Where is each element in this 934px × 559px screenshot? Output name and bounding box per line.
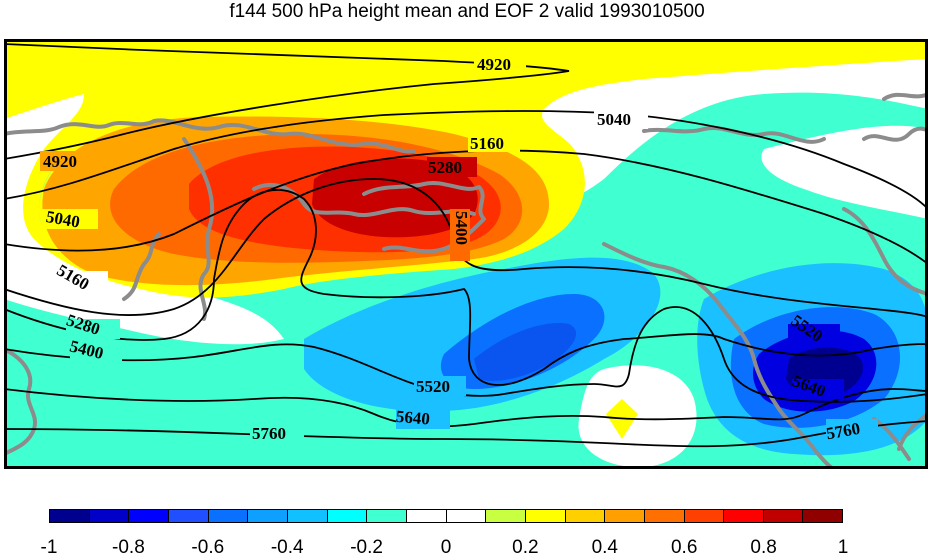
- colorbar-cell: [168, 510, 209, 522]
- colorbar-cell: [565, 510, 606, 522]
- coastline-northamerica-west: [602, 242, 836, 469]
- colorbar-cell: [367, 510, 407, 522]
- coastline-canada-north: [642, 126, 826, 144]
- coastline-japan: [4, 347, 38, 456]
- colorbar-cell: [486, 510, 526, 522]
- map-svg: 4920 4920 5040 5040 5160 5160 5280 5280 …: [4, 39, 928, 469]
- coastline-hudson: [842, 207, 928, 296]
- colorbar-tick-label: 1: [837, 537, 849, 558]
- contour-5040: [4, 110, 928, 210]
- colorbar-tick-label: 0.6: [670, 537, 698, 558]
- colorbar-cell: [406, 510, 447, 522]
- colorbar-tick-label: -0.4: [270, 537, 304, 558]
- colorbar-cell: [684, 510, 725, 522]
- colorbar-cell: [208, 510, 249, 522]
- contour-label-4920-top: 4920: [477, 55, 511, 74]
- colorbar-cell: [605, 510, 645, 522]
- colorbar-tick-label: 0.4: [591, 537, 619, 558]
- colorbar-cell: [644, 510, 685, 522]
- contour-label-5640-center: 5640: [395, 407, 431, 429]
- colorbar-cell: [724, 510, 764, 522]
- colorbar-cell: [89, 510, 130, 522]
- colorbar-cell: [248, 510, 288, 522]
- coastline-aleutians: [122, 232, 161, 301]
- colorbar-cell: [129, 510, 169, 522]
- colorbar-tick-label: 0: [440, 537, 452, 558]
- colorbar-cell: [525, 510, 566, 522]
- colorbar-tick-label: -0.6: [191, 537, 225, 558]
- contour-5640: [4, 388, 928, 428]
- height-contours: [4, 43, 928, 448]
- contour-label-5040-right: 5040: [597, 110, 631, 129]
- contour-label-4920-left: 4920: [43, 152, 77, 171]
- coastline-asia: [4, 118, 416, 154]
- fill-dark-red: [312, 158, 478, 238]
- contour-5400: [4, 189, 928, 386]
- contour-label-5280-center: 5280: [428, 158, 462, 177]
- fill-lime-edge: [39, 159, 59, 229]
- colorbar-cell: [763, 510, 804, 522]
- colorbar: [49, 509, 843, 523]
- map-plot: 4920 4920 5040 5040 5160 5160 5280 5280 …: [4, 39, 928, 469]
- contour-label-5160-top: 5160: [470, 134, 504, 153]
- contour-5760: [4, 420, 928, 448]
- coastline-alaska: [362, 180, 486, 254]
- fill-dark-blue-center: [474, 323, 577, 381]
- colorbar-tick-label: 0.2: [512, 537, 539, 558]
- map-title: f144 500 hPa height mean and EOF 2 valid…: [229, 1, 705, 22]
- map-border: [4, 39, 928, 469]
- fill-white-gap: [578, 365, 697, 468]
- contour-label-5520-center: 5520: [416, 377, 450, 396]
- contour-label-5760-center: 5760: [252, 424, 286, 443]
- colorbar-tick-label: 0.8: [750, 537, 777, 558]
- contour-label-5400-center: 5400: [452, 211, 471, 245]
- colorbar-tick-label: -0.2: [350, 537, 383, 558]
- fill-white-west: [4, 244, 284, 345]
- contour-4920: [4, 43, 570, 160]
- colorbar-tick-labels: -1 -0.8 -0.6 -0.4 -0.2 0 0.2 0.4 0.6 0.8 1: [0, 537, 934, 559]
- contour-5520: [4, 306, 928, 403]
- colorbar-cell: [803, 510, 843, 522]
- colorbar-cell: [446, 510, 487, 522]
- colorbar-cell: [50, 510, 90, 522]
- contour-5160: [4, 149, 928, 265]
- colorbar-tick-label: -0.8: [112, 537, 145, 558]
- colorbar-tick-label: -1: [40, 537, 58, 558]
- colorbar-cell: [327, 510, 368, 522]
- colorbar-cell: [287, 510, 328, 522]
